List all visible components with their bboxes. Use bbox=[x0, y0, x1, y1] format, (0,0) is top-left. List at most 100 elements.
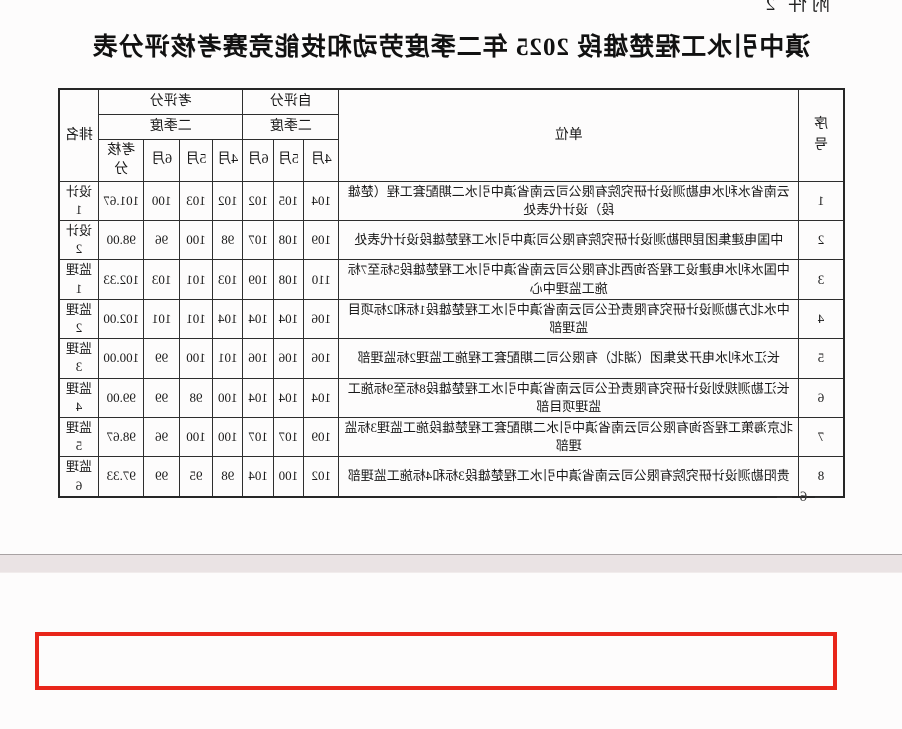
table-header: 序号 单位 自评分 考评分 排名 二季度 二季度 4月 5月 6月 4月 bbox=[59, 89, 844, 182]
cell-self-may: 107 bbox=[273, 417, 304, 457]
cell-rank: 监理 1 bbox=[59, 259, 99, 300]
cell-review-may: 103 bbox=[179, 181, 213, 221]
cell-self-apr: 106 bbox=[303, 338, 339, 379]
header-month: 5月 bbox=[273, 139, 304, 182]
cell-self-may: 108 bbox=[273, 259, 304, 300]
header-month: 5月 bbox=[179, 139, 213, 182]
cell-self-jun: 104 bbox=[242, 299, 274, 339]
header-unit: 单位 bbox=[338, 89, 799, 182]
page-gap-divider bbox=[0, 554, 902, 573]
cell-self-apr: 109 bbox=[303, 220, 339, 260]
cell-final-score: 97.33 bbox=[98, 456, 144, 497]
cell-seq: 1 bbox=[798, 181, 844, 221]
cell-seq: 5 bbox=[798, 338, 844, 379]
cell-self-apr: 104 bbox=[303, 181, 339, 221]
cell-review-jun: 96 bbox=[143, 220, 180, 260]
cell-rank: 监理 3 bbox=[59, 338, 99, 379]
cell-review-jun: 103 bbox=[143, 259, 180, 300]
cell-review-apr: 98 bbox=[212, 220, 243, 260]
header-final-score: 考核分 bbox=[98, 139, 144, 182]
cell-rank: 监理 5 bbox=[59, 417, 99, 457]
cell-unit: 北京海策工程咨询有限公司云南省滇中引水二期配套工程楚雄段施工监理3标监理部 bbox=[338, 417, 799, 457]
cell-unit: 云南省水利水电勘测设计研究院有限公司云南省滇中引水二期配套工程（楚雄段）设计代表… bbox=[338, 181, 799, 221]
cell-self-may: 104 bbox=[273, 299, 304, 339]
header-month: 6月 bbox=[242, 139, 274, 182]
cell-self-may: 104 bbox=[273, 378, 304, 418]
cell-final-score: 102.00 bbox=[98, 299, 144, 339]
cell-review-apr: 98 bbox=[212, 456, 243, 497]
cell-self-may: 105 bbox=[273, 181, 304, 221]
table-row: 5 长江水利水电开发集团（湖北）有限公司二期配套工程施工监理2标监理部 106 106… bbox=[59, 338, 844, 379]
cell-review-jun: 100 bbox=[143, 181, 180, 221]
table-row: 6 长江勘测规划设计研究有限责任公司云南省滇中引水工程楚雄段8标至9标施工监理项目… bbox=[59, 378, 844, 418]
cell-self-jun: 107 bbox=[242, 220, 274, 260]
cell-seq: 7 bbox=[798, 417, 844, 457]
page-number: — 6 — bbox=[775, 489, 830, 505]
table-row: 2 中国电建集团昆明勘测设计研究院有限公司滇中引水工程楚雄段设计代表处 109 108… bbox=[59, 220, 844, 260]
table-body: 1 云南省水利水电勘测设计研究院有限公司云南省滇中引水二期配套工程（楚雄段）设计代… bbox=[59, 181, 844, 497]
header-rank: 排名 bbox=[59, 89, 99, 182]
cell-review-may: 95 bbox=[179, 456, 213, 497]
cell-review-jun: 96 bbox=[143, 417, 180, 457]
cell-seq: 4 bbox=[798, 299, 844, 339]
page-1: 附件 2 滇中引水工程楚雄段 2025 年二季度劳动和技能竞赛考核评分表 序号 … bbox=[58, 0, 845, 505]
cell-final-score: 100.00 bbox=[98, 338, 144, 379]
cell-unit: 贵阳勘测设计研究院有限公司云南省滇中引水工程楚雄段3标和4标施工监理部 bbox=[338, 456, 799, 497]
cell-review-apr: 100 bbox=[212, 378, 243, 418]
cell-unit: 中国电建集团昆明勘测设计研究院有限公司滇中引水工程楚雄段设计代表处 bbox=[338, 220, 799, 260]
cell-review-may: 98 bbox=[179, 378, 213, 418]
header-month: 4月 bbox=[212, 139, 243, 182]
attachment-label: 附件 2 bbox=[761, 0, 830, 15]
cell-self-may: 108 bbox=[273, 220, 304, 260]
cell-unit: 长江勘测规划设计研究有限责任公司云南省滇中引水工程楚雄段8标至9标施工监理项目部 bbox=[338, 378, 799, 418]
table-row: 4 中水北方勘测设计研究有限责任公司云南省滇中引水工程楚雄段1标和2标项目监理部 1… bbox=[59, 299, 844, 339]
cell-seq: 6 bbox=[798, 378, 844, 418]
cell-self-apr: 106 bbox=[303, 299, 339, 339]
cell-review-apr: 102 bbox=[212, 181, 243, 221]
cell-review-apr: 101 bbox=[212, 338, 243, 379]
table-row: 8 贵阳勘测设计研究院有限公司云南省滇中引水工程楚雄段3标和4标施工监理部 102 1… bbox=[59, 456, 844, 497]
header-month: 4月 bbox=[303, 139, 339, 182]
cell-review-apr: 103 bbox=[212, 259, 243, 300]
cell-rank: 监理 2 bbox=[59, 299, 99, 339]
cell-unit: 中水北方勘测设计研究有限责任公司云南省滇中引水工程楚雄段1标和2标项目监理部 bbox=[338, 299, 799, 339]
header-seq: 序号 bbox=[798, 89, 844, 182]
cell-self-jun: 104 bbox=[242, 456, 274, 497]
cell-self-jun: 107 bbox=[242, 417, 274, 457]
table-row: 3 中国水利水电建设工程咨询西北有限公司云南省滇中引水工程楚雄段5标至7标施工监理… bbox=[59, 259, 844, 300]
cell-seq: 2 bbox=[798, 220, 844, 260]
cell-review-jun: 101 bbox=[143, 299, 180, 339]
cell-self-apr: 109 bbox=[303, 417, 339, 457]
highlight-box bbox=[35, 632, 837, 690]
cell-self-may: 100 bbox=[273, 456, 304, 497]
cell-self-jun: 106 bbox=[242, 338, 274, 379]
cell-review-may: 101 bbox=[179, 299, 213, 339]
cell-review-may: 101 bbox=[179, 259, 213, 300]
cell-unit: 中国水利水电建设工程咨询西北有限公司云南省滇中引水工程楚雄段5标至7标施工监理中… bbox=[338, 259, 799, 300]
cell-review-apr: 100 bbox=[212, 417, 243, 457]
cell-final-score: 99.00 bbox=[98, 378, 144, 418]
cell-self-jun: 104 bbox=[242, 378, 274, 418]
score-table-page1: 序号 单位 自评分 考评分 排名 二季度 二季度 4月 5月 6月 4月 bbox=[58, 88, 845, 498]
cell-self-jun: 109 bbox=[242, 259, 274, 300]
cell-rank: 设计 2 bbox=[59, 220, 99, 260]
cell-self-may: 106 bbox=[273, 338, 304, 379]
cell-seq: 3 bbox=[798, 259, 844, 300]
cell-final-score: 101.67 bbox=[98, 181, 144, 221]
cell-review-may: 100 bbox=[179, 417, 213, 457]
table-row: 1 云南省水利水电勘测设计研究院有限公司云南省滇中引水二期配套工程（楚雄段）设计代… bbox=[59, 181, 844, 221]
header-review-score: 考评分 bbox=[98, 89, 243, 114]
cell-review-jun: 99 bbox=[143, 378, 180, 418]
cell-review-may: 100 bbox=[179, 338, 213, 379]
cell-final-score: 102.33 bbox=[98, 259, 144, 300]
header-month: 6月 bbox=[143, 139, 180, 182]
cell-self-jun: 102 bbox=[242, 181, 274, 221]
cell-rank: 监理 6 bbox=[59, 456, 99, 497]
header-quarter-self: 二季度 bbox=[242, 114, 339, 139]
cell-rank: 设计 1 bbox=[59, 181, 99, 221]
cell-self-apr: 102 bbox=[303, 456, 339, 497]
table-row: 7 北京海策工程咨询有限公司云南省滇中引水二期配套工程楚雄段施工监理3标监理部 10… bbox=[59, 417, 844, 457]
header-quarter-review: 二季度 bbox=[98, 114, 243, 139]
